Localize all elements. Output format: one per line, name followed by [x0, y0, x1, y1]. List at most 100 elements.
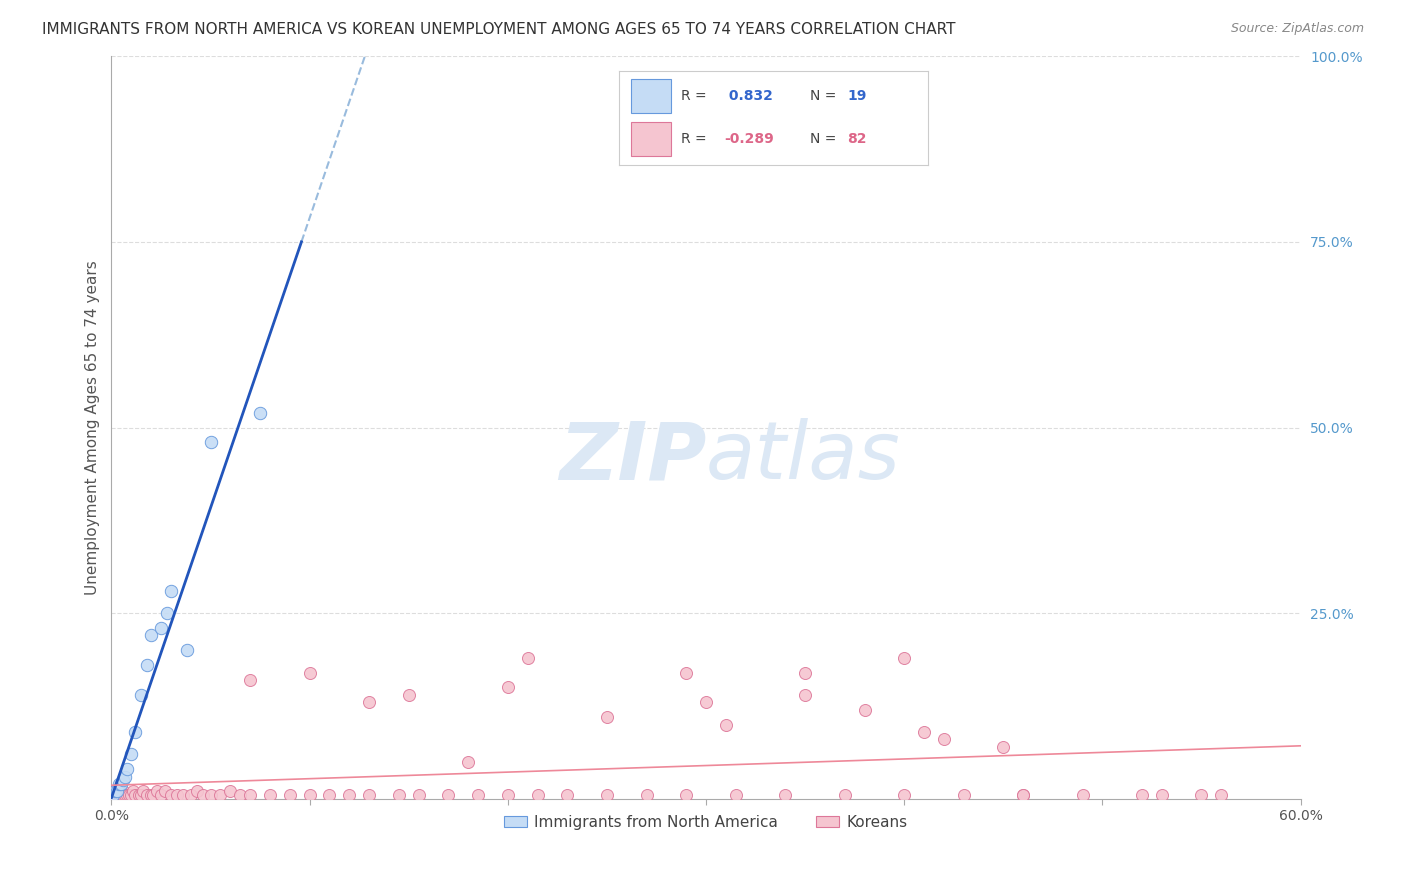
Point [239, 673, 262, 687]
Point [112, 773, 135, 788]
Point [108, 788, 131, 802]
Point [318, 788, 340, 802]
Point [105, 784, 128, 798]
Text: R =: R = [681, 132, 706, 145]
Point [298, 788, 321, 802]
Point [124, 788, 146, 802]
Point [239, 788, 262, 802]
Point [714, 717, 737, 731]
Point [180, 788, 202, 802]
Text: atlas: atlas [706, 418, 901, 496]
Point [516, 650, 538, 665]
Bar [631, 122, 671, 156]
Point [139, 628, 162, 642]
Point [117, 788, 139, 802]
Point [437, 788, 460, 802]
Point [110, 788, 132, 802]
Point [596, 710, 619, 724]
Y-axis label: Unemployment Among Ages 65 to 74 years: Unemployment Among Ages 65 to 74 years [86, 260, 100, 595]
Point [200, 788, 222, 802]
Text: IMMIGRANTS FROM NORTH AMERICA VS KOREAN UNEMPLOYMENT AMONG AGES 65 TO 74 YEARS C: IMMIGRANTS FROM NORTH AMERICA VS KOREAN … [42, 22, 956, 37]
Point [834, 788, 856, 802]
Point [128, 788, 150, 802]
Point [457, 755, 479, 769]
Point [229, 788, 252, 802]
Text: 19: 19 [848, 88, 868, 103]
Point [149, 788, 172, 802]
Point [129, 688, 152, 702]
Point [893, 650, 915, 665]
Point [118, 788, 141, 802]
Point [103, 788, 125, 802]
Point [388, 788, 411, 802]
Text: -0.289: -0.289 [724, 132, 773, 145]
Point [122, 784, 145, 798]
Point [467, 788, 489, 802]
Point [496, 681, 519, 695]
Point [153, 784, 176, 798]
Point [675, 665, 697, 680]
Point [853, 703, 876, 717]
Point [120, 747, 142, 762]
Point [114, 770, 136, 784]
Text: 0.832: 0.832 [724, 88, 773, 103]
Point [1012, 788, 1035, 802]
Point [794, 665, 817, 680]
Point [675, 788, 697, 802]
Point [160, 583, 183, 598]
Point [156, 606, 179, 620]
Point [105, 784, 128, 798]
Point [1071, 788, 1094, 802]
Text: 82: 82 [848, 132, 868, 145]
Point [139, 788, 162, 802]
Point [160, 788, 183, 802]
Point [912, 725, 935, 739]
Text: N =: N = [810, 88, 837, 103]
Point [794, 688, 817, 702]
Point [110, 784, 132, 798]
Bar [631, 78, 671, 112]
Point [209, 788, 232, 802]
Point [408, 788, 430, 802]
Point [136, 788, 159, 802]
Point [105, 788, 128, 802]
Point [129, 788, 152, 802]
Text: Source: ZipAtlas.com: Source: ZipAtlas.com [1230, 22, 1364, 36]
Point [104, 788, 127, 802]
Point [278, 788, 301, 802]
Point [120, 788, 142, 802]
Text: ZIP: ZIP [558, 418, 706, 496]
Legend: Immigrants from North America, Koreans: Immigrants from North America, Koreans [498, 808, 914, 836]
Point [110, 777, 132, 791]
Point [526, 788, 548, 802]
Point [298, 665, 321, 680]
Point [555, 788, 578, 802]
Point [166, 788, 188, 802]
Point [893, 788, 915, 802]
Point [104, 784, 127, 798]
Point [993, 739, 1015, 754]
Point [103, 788, 125, 802]
Text: R =: R = [681, 88, 706, 103]
Point [1130, 788, 1153, 802]
Point [496, 788, 519, 802]
Point [186, 784, 208, 798]
Point [1012, 788, 1035, 802]
Text: N =: N = [810, 132, 837, 145]
Point [149, 621, 172, 635]
Point [142, 788, 165, 802]
Point [108, 777, 131, 791]
Point [398, 688, 420, 702]
Point [1150, 788, 1173, 802]
Point [1211, 788, 1233, 802]
Point [132, 784, 155, 798]
Point [259, 788, 281, 802]
Point [191, 788, 214, 802]
Point [112, 788, 135, 802]
Point [200, 435, 222, 450]
Point [124, 725, 146, 739]
Point [1191, 788, 1213, 802]
Point [357, 788, 380, 802]
Point [117, 762, 139, 776]
Point [176, 643, 198, 657]
